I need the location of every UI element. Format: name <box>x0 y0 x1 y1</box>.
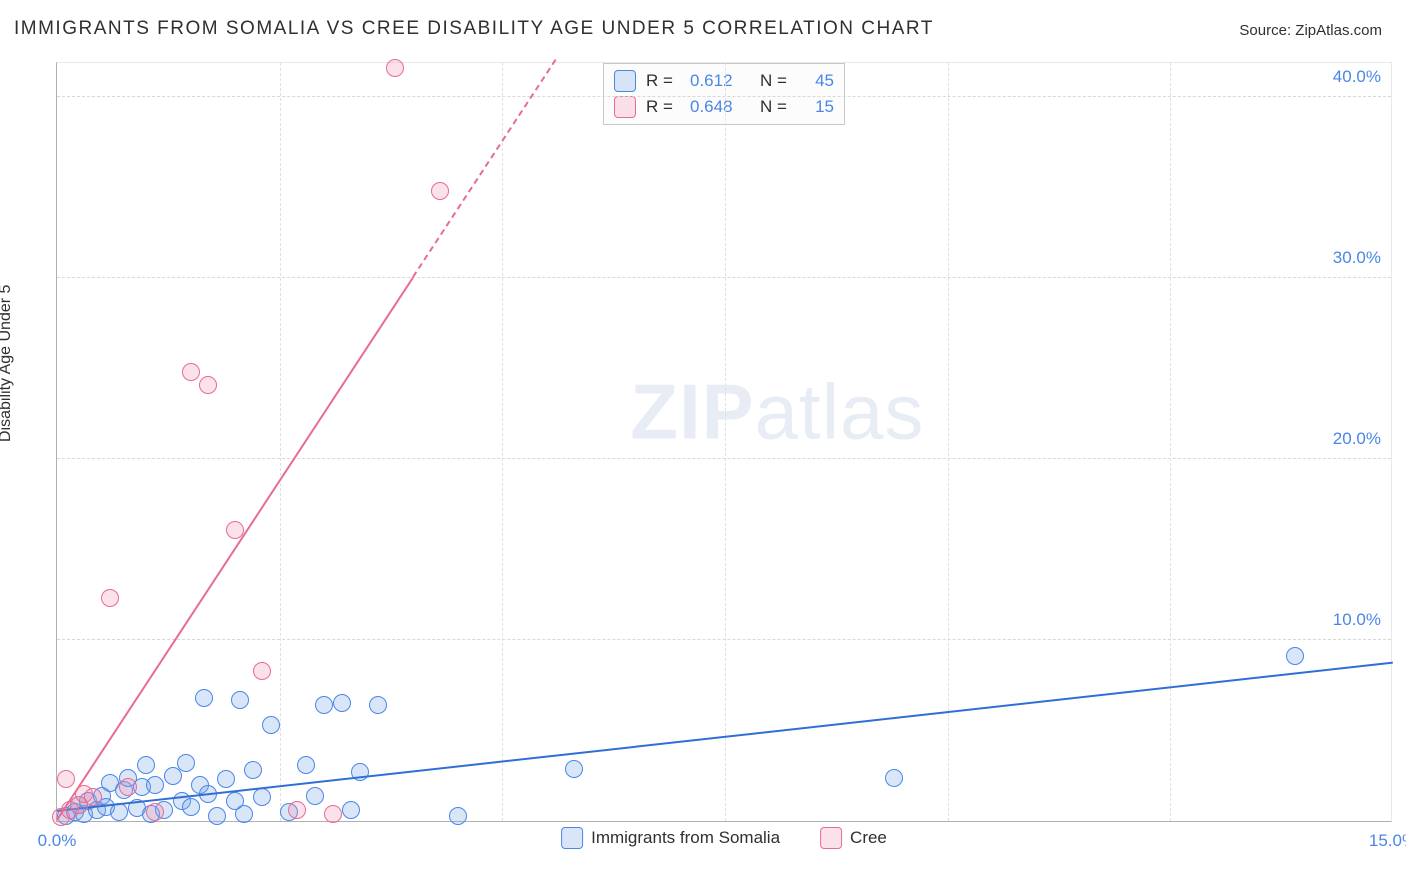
source-credit: Source: ZipAtlas.com <box>1239 22 1382 39</box>
swatch-cree <box>614 96 636 118</box>
data-point-somalia <box>217 770 235 788</box>
gridline-h <box>57 277 1391 278</box>
legend-item-cree: Cree <box>820 827 887 849</box>
source-prefix: Source: <box>1239 22 1295 39</box>
source-name: ZipAtlas.com <box>1295 22 1382 39</box>
y-tick-label: 40.0% <box>1333 67 1381 87</box>
legend-row-somalia: R = 0.612 N = 45 <box>614 68 834 94</box>
legend-row-cree: R = 0.648 N = 15 <box>614 94 834 120</box>
data-point-cree <box>101 589 119 607</box>
legend-item-somalia: Immigrants from Somalia <box>561 827 780 849</box>
data-point-somalia <box>231 691 249 709</box>
x-tick-label: 0.0% <box>38 831 77 851</box>
data-point-somalia <box>177 754 195 772</box>
gridline-h <box>57 96 1391 97</box>
trend-line <box>412 59 556 277</box>
correlation-legend: R = 0.612 N = 45 R = 0.648 N = 15 <box>603 63 845 125</box>
r-value-somalia: 0.612 <box>690 71 750 91</box>
data-point-somalia <box>262 716 280 734</box>
data-point-cree <box>199 376 217 394</box>
x-tick-label: 15.0% <box>1369 831 1406 851</box>
n-value-cree: 15 <box>804 97 834 117</box>
swatch-cree <box>820 827 842 849</box>
gridline-v <box>1170 63 1171 821</box>
n-label: N = <box>760 71 794 91</box>
swatch-somalia <box>561 827 583 849</box>
chart-title: IMMIGRANTS FROM SOMALIA VS CREE DISABILI… <box>14 18 934 40</box>
series-label-somalia: Immigrants from Somalia <box>591 828 780 848</box>
r-value-cree: 0.648 <box>690 97 750 117</box>
data-point-somalia <box>1286 647 1304 665</box>
data-point-somalia <box>565 760 583 778</box>
data-point-somalia <box>315 696 333 714</box>
scatter-plot: ZIPatlas R = 0.612 N = 45 R = 0.648 N = … <box>56 62 1392 822</box>
data-point-somalia <box>253 788 271 806</box>
gridline-v <box>280 63 281 821</box>
gridline-v <box>502 63 503 821</box>
data-point-somalia <box>369 696 387 714</box>
data-point-somalia <box>182 798 200 816</box>
data-point-cree <box>288 801 306 819</box>
data-point-cree <box>119 778 137 796</box>
y-axis-label: Disability Age Under 5 <box>0 285 15 442</box>
data-point-somalia <box>449 807 467 825</box>
watermark-thin: atlas <box>755 367 925 455</box>
page-root: IMMIGRANTS FROM SOMALIA VS CREE DISABILI… <box>0 0 1406 892</box>
data-point-cree <box>84 788 102 806</box>
gridline-v <box>948 63 949 821</box>
data-point-somalia <box>137 756 155 774</box>
y-tick-label: 10.0% <box>1333 610 1381 630</box>
swatch-somalia <box>614 70 636 92</box>
r-label: R = <box>646 97 680 117</box>
data-point-somalia <box>342 801 360 819</box>
data-point-cree <box>386 59 404 77</box>
data-point-somalia <box>244 761 262 779</box>
watermark: ZIPatlas <box>630 366 924 457</box>
watermark-bold: ZIP <box>630 367 754 455</box>
gridline-v <box>725 63 726 821</box>
data-point-somalia <box>306 787 324 805</box>
data-point-somalia <box>333 694 351 712</box>
data-point-cree <box>253 662 271 680</box>
data-point-cree <box>146 803 164 821</box>
trend-line <box>56 277 414 821</box>
data-point-somalia <box>885 769 903 787</box>
n-label: N = <box>760 97 794 117</box>
data-point-cree <box>324 805 342 823</box>
data-point-cree <box>431 182 449 200</box>
gridline-h <box>57 639 1391 640</box>
r-label: R = <box>646 71 680 91</box>
data-point-cree <box>57 770 75 788</box>
data-point-somalia <box>208 807 226 825</box>
y-tick-label: 30.0% <box>1333 248 1381 268</box>
gridline-h <box>57 458 1391 459</box>
y-tick-label: 20.0% <box>1333 429 1381 449</box>
data-point-somalia <box>146 776 164 794</box>
n-value-somalia: 45 <box>804 71 834 91</box>
data-point-somalia <box>297 756 315 774</box>
data-point-somalia <box>235 805 253 823</box>
series-legend: Immigrants from Somalia Cree <box>561 827 887 849</box>
data-point-cree <box>182 363 200 381</box>
data-point-somalia <box>195 689 213 707</box>
series-label-cree: Cree <box>850 828 887 848</box>
